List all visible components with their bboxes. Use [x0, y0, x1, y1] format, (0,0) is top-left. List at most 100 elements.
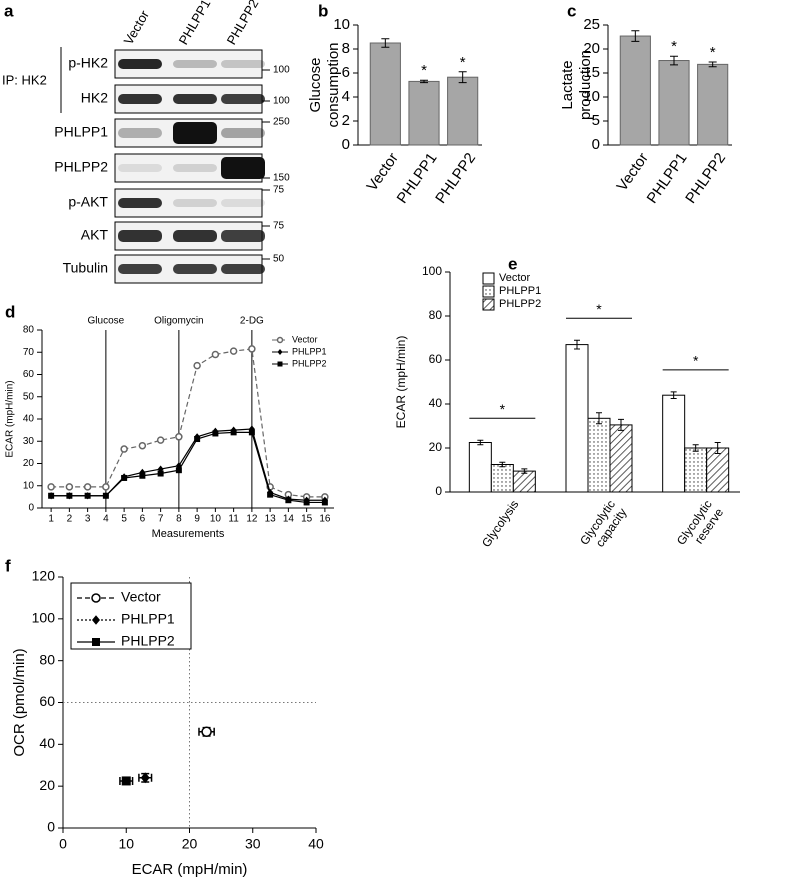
- point: [139, 472, 146, 479]
- legend-marker: [277, 349, 283, 355]
- band: [221, 157, 265, 179]
- error-bar: [596, 412, 602, 425]
- panel-label: d: [5, 302, 15, 321]
- y-tick-label: 2: [342, 112, 350, 129]
- y-tick-label: 60: [429, 352, 443, 366]
- bar: [468, 442, 492, 493]
- bar: [697, 63, 729, 146]
- x-axis-label: ECAR (mpH/min): [132, 861, 248, 878]
- point: [212, 430, 219, 437]
- point: [102, 483, 110, 491]
- row-label: p-HK2: [68, 55, 108, 71]
- point: [267, 491, 274, 498]
- x-tick-label: 10: [210, 514, 222, 525]
- bar: [565, 344, 589, 493]
- point: [321, 499, 328, 506]
- legend-label: PHLPP2: [292, 358, 327, 368]
- y-tick-label: 120: [32, 568, 56, 584]
- y-tick-label: 20: [23, 458, 35, 469]
- bar: [684, 447, 708, 493]
- panel-label: e: [508, 254, 517, 273]
- significance: *: [693, 353, 699, 369]
- y-tick-label: 8: [342, 40, 350, 57]
- point: [175, 462, 182, 470]
- y-tick-label: 5: [592, 112, 600, 129]
- x-tick-label: 30: [245, 836, 261, 852]
- band: [221, 264, 265, 274]
- significance: *: [460, 54, 466, 71]
- point: [139, 468, 146, 476]
- x-tick-label: 15: [301, 514, 313, 525]
- point: [175, 467, 182, 474]
- band: [118, 198, 162, 208]
- bar: [408, 80, 440, 146]
- y-tick-label: 40: [23, 414, 35, 425]
- y-axis-label: Lactate: [559, 60, 576, 109]
- error-bar: [714, 442, 721, 454]
- point: [65, 483, 74, 491]
- y-tick-label: 80: [23, 325, 35, 336]
- y-tick-label: 0: [592, 136, 600, 153]
- point: [121, 776, 131, 786]
- x-tick-label: 13: [265, 514, 277, 525]
- bar: [490, 464, 514, 493]
- band: [221, 128, 265, 138]
- y-tick-label: 10: [583, 88, 600, 105]
- bar: [658, 60, 690, 146]
- error-bar: [708, 61, 717, 68]
- series-line: [51, 428, 325, 501]
- point: [201, 726, 212, 738]
- marker-label: 100: [273, 65, 290, 76]
- band: [118, 164, 162, 172]
- band: [173, 230, 217, 242]
- point: [194, 436, 201, 443]
- bar: [587, 417, 611, 493]
- blot-frame: [114, 49, 263, 79]
- point: [47, 483, 55, 491]
- x-tick-label: 16: [319, 514, 331, 525]
- point: [120, 445, 128, 453]
- error-bar: [420, 79, 428, 84]
- lane-label: PHLPP1: [176, 0, 214, 47]
- event-label: Oligomycin: [154, 316, 203, 327]
- y-tick-label: 0: [435, 484, 442, 498]
- point: [48, 492, 55, 499]
- y-axis-label: OCR (pmol/min): [11, 648, 28, 756]
- y-tick-label: 25: [583, 16, 600, 33]
- x-tick-label: 4: [103, 514, 109, 525]
- x-tick-label: PHLPP2: [432, 150, 479, 207]
- x-tick-label: 11: [228, 514, 239, 525]
- y-tick-label: 10: [333, 16, 350, 33]
- row-label: p-AKT: [68, 194, 108, 210]
- point: [248, 429, 255, 436]
- error-bar: [574, 339, 580, 350]
- legend-marker: [91, 593, 101, 603]
- y-tick-label: 20: [39, 777, 55, 793]
- point: [230, 429, 237, 436]
- panel-label: f: [5, 556, 11, 575]
- band: [118, 59, 162, 69]
- band: [221, 199, 265, 207]
- x-tick-label: 1: [48, 514, 54, 525]
- marker-label: 250: [273, 117, 290, 128]
- y-tick-label: 4: [342, 88, 350, 105]
- x-tick-label: 8: [176, 514, 182, 525]
- y-tick-label: 100: [32, 610, 56, 626]
- bar: [369, 42, 401, 146]
- band: [118, 230, 162, 242]
- legend-box: [70, 582, 192, 650]
- significance: *: [421, 62, 427, 79]
- x-tick-label: 12: [246, 514, 258, 525]
- bar: [512, 470, 536, 493]
- y-tick-label: 20: [429, 440, 443, 454]
- y-tick-label: 0: [28, 503, 34, 514]
- x-tick-label: 40: [308, 836, 324, 852]
- legend-swatch: [482, 285, 495, 298]
- legend-marker: [277, 361, 283, 367]
- x-tick-label: 9: [194, 514, 200, 525]
- bar: [609, 424, 633, 493]
- bar: [706, 447, 730, 493]
